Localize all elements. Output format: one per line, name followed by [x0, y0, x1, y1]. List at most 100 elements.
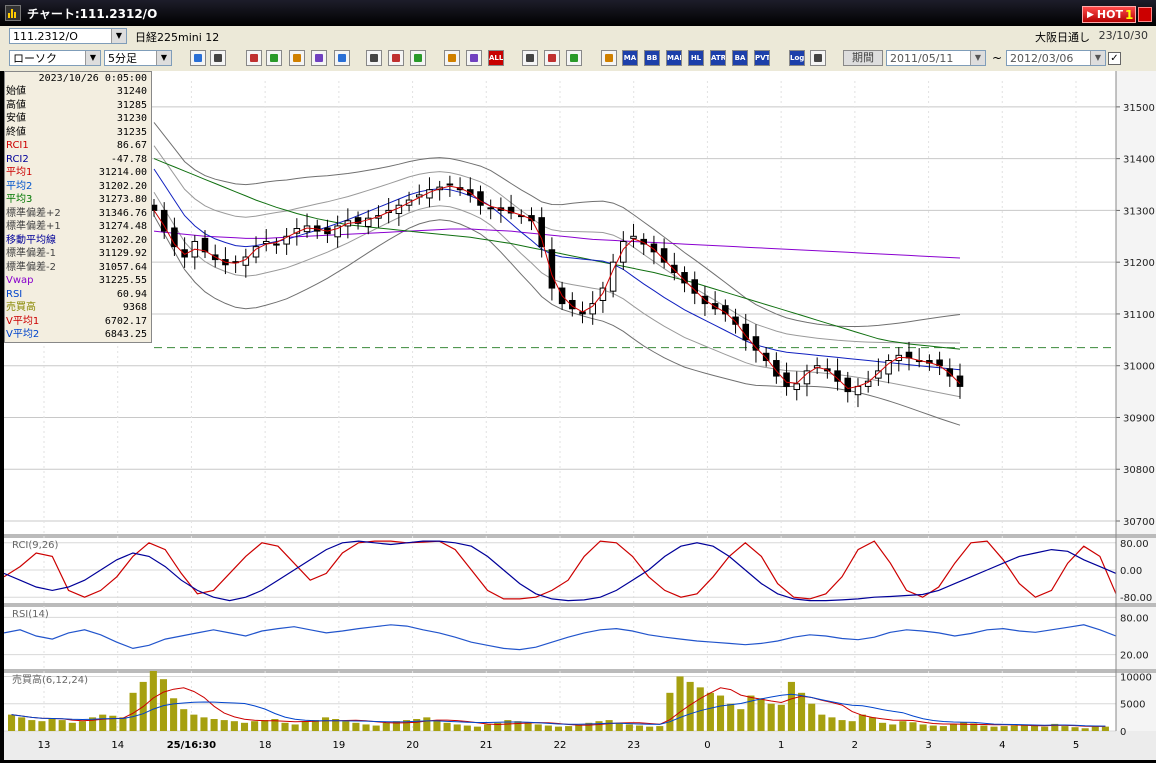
volume-bar: [119, 717, 127, 731]
date-from-value: 2011/05/11: [890, 52, 954, 65]
chart-background: [4, 71, 1156, 760]
volume-bar: [1071, 727, 1079, 731]
chevron-down-icon[interactable]: ▼: [156, 51, 171, 65]
info-label: 標準偏差+1: [6, 221, 61, 232]
info-label: 売買高: [6, 302, 36, 313]
volume-bar: [58, 720, 66, 731]
all-icon[interactable]: ALL: [488, 50, 504, 66]
info-value: 31214.00: [98, 167, 147, 178]
time-axis-background: [4, 731, 1156, 760]
gear-icon[interactable]: [522, 50, 538, 66]
ba-icon[interactable]: BA: [732, 50, 748, 66]
volume-bar: [1091, 726, 1099, 731]
date-to-value: 2012/03/06: [1010, 52, 1074, 65]
volume-bar: [747, 695, 755, 731]
calendar-dropdown-icon[interactable]: ▼: [1090, 51, 1105, 65]
volume-tick-label: 10000: [1120, 672, 1152, 683]
chevron-down-icon[interactable]: ▼: [111, 29, 126, 43]
volume-bar: [625, 724, 633, 731]
volume-bar: [656, 726, 664, 731]
hand-icon[interactable]: [246, 50, 262, 66]
export-icon[interactable]: [810, 50, 826, 66]
volume-bar: [787, 681, 795, 731]
info-label: 始値: [6, 86, 26, 97]
volume-bar: [240, 722, 249, 731]
info-row: V平均1 6702.17: [5, 315, 151, 329]
info-value: 60.94: [116, 288, 147, 300]
mae-icon[interactable]: MAE: [666, 50, 682, 66]
time-tick-label: 0: [704, 740, 710, 751]
info-row: V平均2 6843.25: [5, 328, 151, 342]
rsi-tick-label: 80.00: [1120, 613, 1149, 624]
candle-body: [548, 249, 556, 289]
price-tick-label: 31000: [1123, 362, 1155, 373]
candle-body: [150, 204, 158, 211]
atr-icon[interactable]: ATR: [710, 50, 726, 66]
period-checkbox[interactable]: ✓: [1108, 52, 1121, 65]
alert-icon[interactable]: [334, 50, 350, 66]
interval-value: 5分足: [108, 52, 137, 65]
pen-icon[interactable]: [366, 50, 382, 66]
bb-icon[interactable]: BB: [644, 50, 660, 66]
line-icon[interactable]: [311, 50, 327, 66]
chart-area[interactable]: 31500 31400 31300 31200 31100 31000 30900 30800…: [3, 71, 1156, 760]
candle-body: [630, 235, 637, 239]
volume-bar: [1061, 726, 1069, 731]
pvt-icon[interactable]: PVT: [754, 50, 770, 66]
grid-icon[interactable]: [601, 50, 617, 66]
palette-icon[interactable]: [566, 50, 582, 66]
ma-icon[interactable]: MA: [622, 50, 638, 66]
volume-bar: [18, 717, 26, 731]
info-row: 平均2 31202.20: [5, 180, 151, 194]
date-to-field[interactable]: 2012/03/06 ▼: [1006, 50, 1106, 66]
calendar-dropdown-icon[interactable]: ▼: [970, 51, 985, 65]
bars-icon[interactable]: [289, 50, 305, 66]
volume-bar: [524, 722, 532, 731]
chevron-down-icon[interactable]: ▼: [85, 51, 100, 65]
close-window-icon[interactable]: [1138, 7, 1152, 22]
volume-bar: [28, 720, 36, 731]
volume-bar: [534, 724, 542, 731]
interval-select[interactable]: 5分足 ▼: [104, 50, 172, 66]
info-row: RCI2 -47.78: [5, 153, 151, 167]
volume-bar: [767, 703, 775, 731]
zoom-icon[interactable]: [190, 50, 206, 66]
volume-bar: [129, 692, 137, 731]
chart-type-select[interactable]: ローソク ▼: [9, 50, 101, 66]
price-tick-label: 31500: [1123, 103, 1155, 114]
time-tick-label: 22: [554, 740, 567, 751]
date-from-field[interactable]: 2011/05/11 ▼: [886, 50, 986, 66]
info-value: 31057.64: [98, 261, 147, 273]
candle-body: [262, 240, 270, 245]
crosshair-icon[interactable]: [210, 50, 226, 66]
info-value: 6843.25: [104, 329, 147, 340]
volume-bar: [635, 725, 644, 731]
hl-icon[interactable]: HL: [688, 50, 704, 66]
volume-bar: [585, 722, 593, 731]
volume-bar: [1030, 725, 1039, 731]
volume-bar: [220, 720, 228, 731]
volume-bar: [858, 714, 866, 731]
volume-bar: [1051, 723, 1059, 731]
volume-bar: [737, 709, 745, 731]
magnify-icon[interactable]: [266, 50, 282, 66]
volume-bar: [200, 717, 208, 731]
instrument-code-select[interactable]: 111.2312/O ▼: [9, 28, 127, 44]
volume-bar: [78, 721, 86, 731]
hot-button[interactable]: ▶ HOT 1: [1082, 6, 1136, 23]
undo-icon[interactable]: [410, 50, 426, 66]
wrench-icon[interactable]: [544, 50, 560, 66]
candle-icon[interactable]: [444, 50, 460, 66]
volume-bar: [8, 714, 16, 731]
volume-bar: [433, 720, 441, 731]
log-icon[interactable]: Log: [789, 50, 805, 66]
cursor-icon[interactable]: [388, 50, 404, 66]
volume-bar: [605, 720, 613, 731]
volume-bar: [868, 717, 877, 731]
candle2-icon[interactable]: [466, 50, 482, 66]
info-label: Vwap: [6, 275, 34, 286]
candle-body: [273, 243, 280, 246]
candle-body: [507, 206, 515, 214]
period-button[interactable]: 期間: [843, 50, 883, 66]
session-date: 23/10/30: [1098, 29, 1148, 42]
